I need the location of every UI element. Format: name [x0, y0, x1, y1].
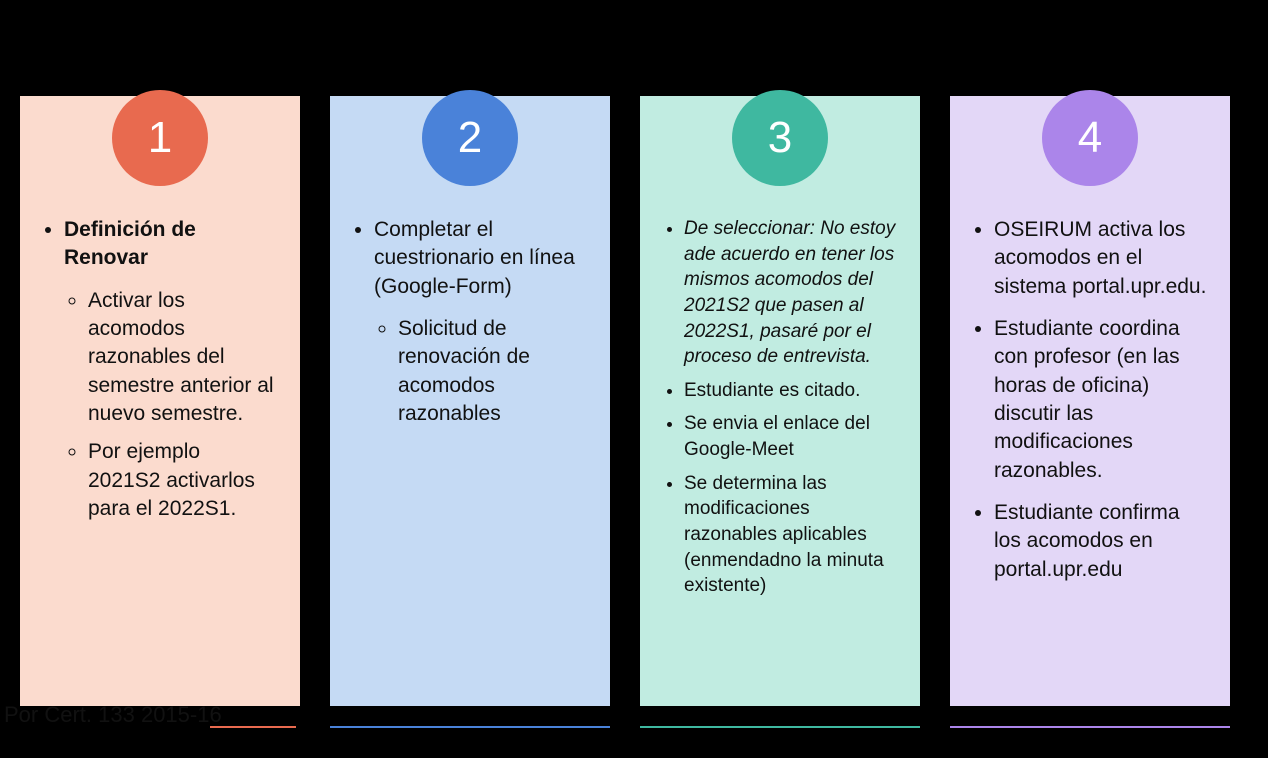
underline-2	[330, 726, 610, 728]
list-item: OSEIRUM activa los acomodos en el sistem…	[994, 216, 1208, 301]
step-number-3: 3	[768, 113, 792, 163]
step-card-1: 1 Definición de Renovar Activar los acom…	[20, 96, 300, 706]
list-item: Definición de Renovar Activar los acomod…	[64, 216, 278, 523]
step-card-4: 4 OSEIRUM activa los acomodos en el sist…	[950, 96, 1230, 706]
step-2-sublist: Solicitud de renovación de acomodos razo…	[374, 315, 588, 428]
text: Se envia el enlace del Google-Meet	[684, 413, 870, 460]
list-item: Estudiante coordina con profesor (en las…	[994, 315, 1208, 485]
list-item: Activar los acomodos razonables del seme…	[88, 287, 278, 429]
step-badge-2: 2	[422, 90, 518, 186]
step-number-1: 1	[148, 113, 172, 163]
text: OSEIRUM activa los acomodos en el sistem…	[994, 218, 1206, 298]
text: Estudiante confirma los acomodos en port…	[994, 501, 1180, 581]
step-4-list: OSEIRUM activa los acomodos en el sistem…	[972, 216, 1208, 584]
text: Completar el cuestrionario en línea (Goo…	[374, 218, 575, 298]
list-item: Se envia el enlace del Google-Meet	[684, 411, 898, 462]
underline-3	[640, 726, 920, 728]
text: Estudiante coordina con profesor (en las…	[994, 317, 1180, 482]
list-item: Solicitud de renovación de acomodos razo…	[398, 315, 588, 428]
list-item: Por ejemplo 2021S2 activarlos para el 20…	[88, 438, 278, 523]
step-number-4: 4	[1078, 113, 1102, 163]
underline-4	[950, 726, 1230, 728]
step-card-3: 3 De seleccionar: No estoy ade acuerdo e…	[640, 96, 920, 706]
step-2-list: Completar el cuestrionario en línea (Goo…	[352, 216, 588, 428]
list-item: Estudiante es citado.	[684, 378, 898, 404]
list-item: Se determina las modificaciones razonabl…	[684, 471, 898, 599]
step1-title: Definición de Renovar	[64, 218, 196, 269]
underline-1	[210, 726, 296, 728]
list-item: Estudiante confirma los acomodos en port…	[994, 499, 1208, 584]
step-badge-3: 3	[732, 90, 828, 186]
step-card-2: 2 Completar el cuestrionario en línea (G…	[330, 96, 610, 706]
text: De seleccionar: No estoy ade acuerdo en …	[684, 218, 895, 367]
footer-text: Por Cert. 133 2015-16	[4, 702, 222, 727]
text: Por ejemplo 2021S2 activarlos para el 20…	[88, 440, 255, 520]
step-badge-4: 4	[1042, 90, 1138, 186]
text: Estudiante es citado.	[684, 380, 860, 401]
step-number-2: 2	[458, 113, 482, 163]
footer-cert-note: Por Cert. 133 2015-16	[4, 702, 222, 728]
step-1-list: Definición de Renovar Activar los acomod…	[42, 216, 278, 523]
list-item: Completar el cuestrionario en línea (Goo…	[374, 216, 588, 428]
list-item: De seleccionar: No estoy ade acuerdo en …	[684, 216, 898, 370]
step-badge-1: 1	[112, 90, 208, 186]
step-3-list: De seleccionar: No estoy ade acuerdo en …	[662, 216, 898, 599]
text: Se determina las modificaciones razonabl…	[684, 473, 884, 597]
text: Solicitud de renovación de acomodos razo…	[398, 317, 530, 425]
infographic-stage: 1 Definición de Renovar Activar los acom…	[0, 0, 1268, 758]
text: Activar los acomodos razonables del seme…	[88, 289, 274, 425]
step-1-sublist: Activar los acomodos razonables del seme…	[64, 287, 278, 524]
